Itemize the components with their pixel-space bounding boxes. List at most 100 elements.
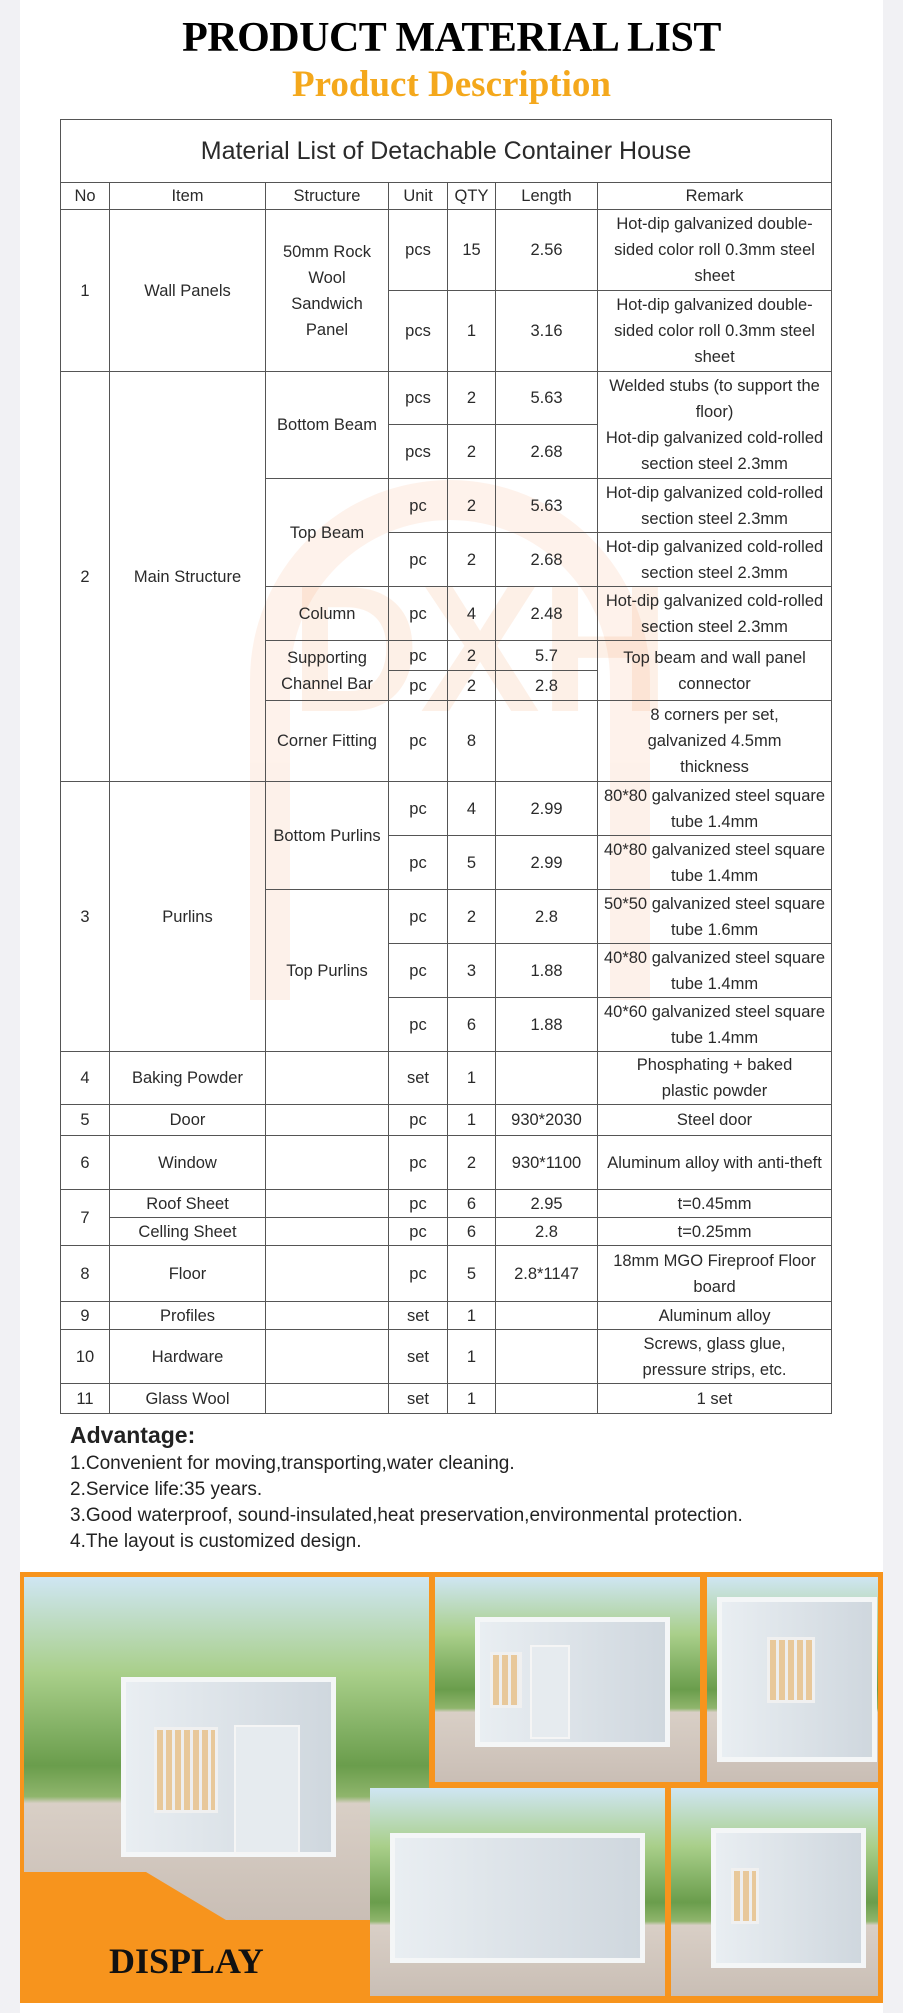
- table-row: Celling Sheet pc 6 2.8 t=0.25mm: [61, 1217, 833, 1246]
- table-cell: 50*50 galvanized steel square tube 1.6mm: [596, 889, 833, 944]
- table-cell: pcs: [388, 290, 448, 372]
- window: [767, 1637, 815, 1703]
- table-cell: set: [388, 1329, 448, 1384]
- table-cell: 1: [447, 1329, 496, 1384]
- table-cell: 11: [60, 1383, 110, 1414]
- table-cell: 2.8: [495, 1217, 598, 1246]
- table-cell: Top Beam: [265, 478, 389, 587]
- table-cell: pc: [388, 943, 448, 998]
- door: [530, 1645, 570, 1739]
- table-cell: 1: [447, 290, 496, 372]
- table-cell: Hot-dip galvanized cold-rolled section s…: [596, 532, 833, 587]
- table-row: Supporting Channel Bar pc 2 5.7 Top beam and…: [61, 640, 833, 701]
- table-cell: 5: [60, 1104, 110, 1136]
- table-row: Corner Fitting pc 8 8 corners per set, galv…: [61, 700, 833, 782]
- table-cell: 2.8: [495, 889, 598, 944]
- table-cell: pc: [388, 670, 448, 701]
- table-cell: 1: [447, 1383, 496, 1414]
- table-cell: Window: [109, 1135, 266, 1190]
- table-cell: pc: [388, 1135, 448, 1190]
- table-cell: [265, 1135, 389, 1190]
- table-row: pcs 2 2.68: [61, 424, 832, 479]
- table-cell: pcs: [388, 371, 448, 425]
- table-cell: 40*80 galvanized steel square tube 1.4mm: [596, 943, 833, 998]
- photo-front-view: [24, 1577, 429, 1920]
- photo-corner-view: [671, 1788, 878, 1996]
- table-cell: Profiles: [109, 1301, 266, 1330]
- table-cell: 6: [447, 997, 496, 1052]
- table-cell: pcs: [388, 424, 448, 479]
- display-gallery: DISPLAY: [20, 1572, 883, 2003]
- table-cell: 5.63: [495, 371, 598, 425]
- table-row: 10 Hardware set 1 Screws, glass glue, pressu…: [60, 1329, 833, 1384]
- column-header: Remark: [596, 182, 833, 210]
- table-cell: 80*80 galvanized steel square tube 1.4mm: [596, 781, 833, 836]
- table-cell: Top beam and wall panel connector: [596, 640, 833, 701]
- advantage-section: Advantage: 1.Convenient for moving,trans…: [70, 1422, 743, 1555]
- table-cell: 5.7: [495, 640, 598, 671]
- window: [154, 1727, 218, 1813]
- table-cell: Hot-dip galvanized double-sided color ro…: [596, 290, 833, 372]
- table-cell: pc: [388, 1245, 448, 1302]
- table-cell: 2.68: [495, 424, 598, 479]
- table-cell: 1.88: [495, 943, 598, 998]
- table-cell: [265, 1217, 389, 1246]
- window: [490, 1652, 522, 1708]
- photo-side-view: [707, 1577, 878, 1782]
- table-cell: 2.68: [495, 532, 598, 587]
- table-cell: t=0.25mm: [596, 1217, 833, 1246]
- table-cell: 2: [447, 1135, 496, 1190]
- table-title: Material List of Detachable Container Ho…: [59, 119, 833, 183]
- table-cell: 8: [60, 1245, 110, 1302]
- table-cell: pc: [388, 1104, 448, 1136]
- table-cell: 40*60 galvanized steel square tube 1.4mm: [596, 997, 833, 1052]
- table-row: Top Purlins pc 2 2.8 50*50 galvanized steel …: [61, 889, 833, 1052]
- table-cell: 15: [447, 209, 496, 291]
- table-cell: 4: [447, 781, 496, 836]
- table-cell: 40*80 galvanized steel square tube 1.4mm: [596, 835, 833, 890]
- column-header: Unit: [388, 182, 448, 210]
- table-cell: Hot-dip galvanized cold-rolled section s…: [596, 586, 833, 641]
- table-row: 9 Profiles set 1 Aluminum alloy: [60, 1301, 833, 1330]
- column-header: Item: [109, 182, 266, 210]
- table-cell: [265, 1245, 389, 1302]
- table-cell: pc: [388, 532, 448, 587]
- table-cell: 2.8*1147: [495, 1245, 598, 1302]
- table-cell: Celling Sheet: [109, 1217, 266, 1246]
- column-header: Structure: [265, 182, 389, 210]
- window: [731, 1868, 759, 1924]
- table-cell: [495, 1383, 598, 1414]
- table-cell: 5: [447, 1245, 496, 1302]
- table-row: 3 Purlins Bottom Purlins pc 4 2.99 80*80 galva…: [60, 781, 833, 1052]
- table-cell: 1: [447, 1301, 496, 1330]
- table-cell: Wall Panels: [109, 209, 266, 372]
- table-cell: 2.99: [495, 781, 598, 836]
- table-cell: Bottom Beam: [265, 371, 389, 479]
- table-cell: pc: [388, 835, 448, 890]
- door: [234, 1725, 300, 1854]
- table-cell: 2: [447, 889, 496, 944]
- photo-long-side-view: [370, 1788, 665, 1996]
- table-cell: set: [388, 1383, 448, 1414]
- table-row: 7 Roof Sheet pc 6 2.95 t=0.45mm: [60, 1189, 833, 1246]
- table-cell: [265, 1104, 389, 1136]
- table-cell: 1.88: [495, 997, 598, 1052]
- table-row: 6 Window pc 2 930*1100 Aluminum alloy with an…: [60, 1135, 833, 1190]
- table-cell: Door: [109, 1104, 266, 1136]
- page-subtitle: Product Description: [292, 64, 611, 105]
- table-cell: 6: [447, 1217, 496, 1246]
- advantage-item: 3.Good waterproof, sound-insulated,heat …: [70, 1505, 743, 1526]
- table-cell: 6: [60, 1135, 110, 1190]
- table-cell: pcs: [388, 209, 448, 291]
- table-cell: pc: [388, 478, 448, 533]
- table-cell: Hot-dip galvanized double-sided color ro…: [596, 209, 833, 291]
- table-row: 11 Glass Wool set 1 1 set: [60, 1383, 833, 1414]
- container-house: [390, 1833, 645, 1963]
- table-row: 8 Floor pc 5 2.8*1147 18mm MGO Fireproof Floo…: [60, 1245, 833, 1302]
- table-cell: 2: [447, 532, 496, 587]
- table-row: pc 3 1.88 40*80 galvanized steel square tub…: [61, 943, 833, 998]
- table-cell: 5.63: [495, 478, 598, 533]
- table-cell: Bottom Purlins: [265, 781, 389, 890]
- table-cell: 930*1100: [495, 1135, 598, 1190]
- table-cell: set: [388, 1051, 448, 1105]
